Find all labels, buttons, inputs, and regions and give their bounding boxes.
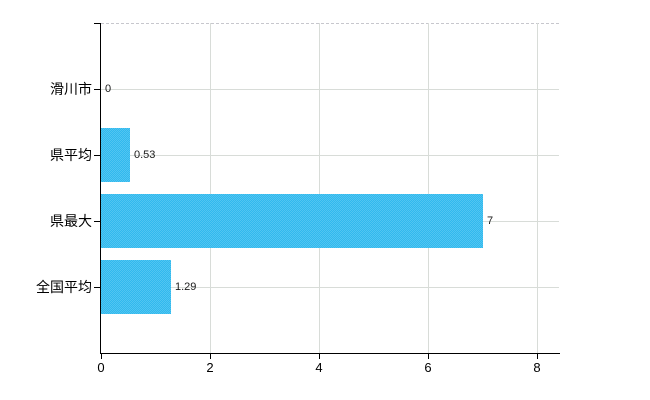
x-tick-label: 0 — [97, 360, 105, 375]
y-axis-tick — [94, 221, 101, 222]
y-axis-tick — [94, 23, 101, 24]
bar-value-label: 1.29 — [175, 281, 197, 293]
y-axis-tick — [94, 155, 101, 156]
x-tick-label: 8 — [533, 360, 541, 375]
bar-value-label: 0.53 — [134, 149, 156, 161]
v-gridline — [428, 23, 429, 353]
bar-value-label: 0 — [105, 83, 112, 95]
y-axis-tick — [94, 89, 101, 90]
x-axis-tick — [101, 354, 102, 359]
bar-value-label: 7 — [487, 215, 494, 227]
category-label: 県最大 — [50, 213, 92, 229]
x-tick-label: 2 — [206, 360, 214, 375]
x-axis-tick — [319, 354, 320, 359]
plot-top-border — [101, 23, 559, 24]
h-gridline — [101, 155, 559, 156]
v-gridline — [537, 23, 538, 353]
v-gridline — [210, 23, 211, 353]
x-tick-label: 6 — [424, 360, 432, 375]
category-label: 全国平均 — [36, 279, 92, 295]
x-axis-tick — [428, 354, 429, 359]
v-gridline — [319, 23, 320, 353]
x-axis-tick — [210, 354, 211, 359]
category-label: 県平均 — [50, 147, 92, 163]
y-axis-tick — [94, 287, 101, 288]
h-gridline — [101, 287, 559, 288]
x-axis-line — [100, 353, 560, 354]
bar — [101, 194, 483, 248]
bar — [101, 260, 171, 314]
h-gridline — [101, 89, 559, 90]
category-label: 滑川市 — [50, 81, 92, 97]
bar — [101, 128, 130, 182]
y-axis-line — [100, 23, 101, 354]
x-axis-tick — [537, 354, 538, 359]
x-tick-label: 4 — [315, 360, 323, 375]
